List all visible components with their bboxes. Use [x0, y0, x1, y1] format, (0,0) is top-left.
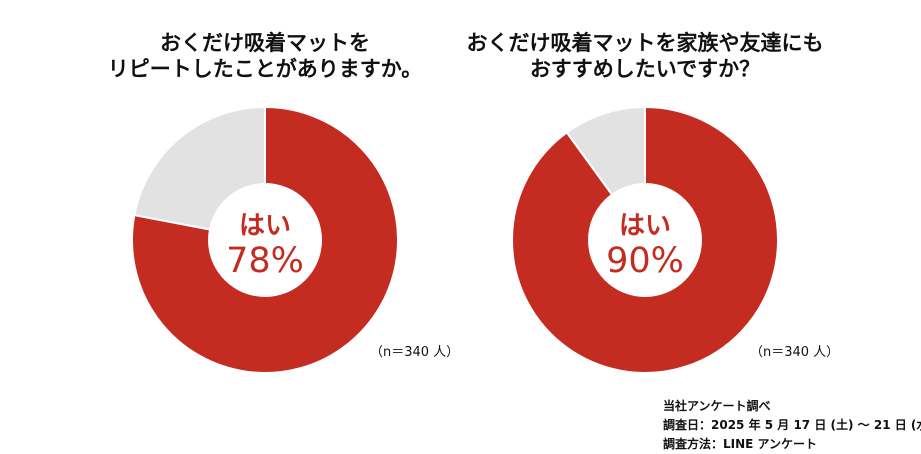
chart-title-line-2: おすすめしたいですか？	[529, 57, 761, 81]
source-line-2: 調査日：2025 年 5 月 17 日 (土) 〜 21 日 (水)	[663, 418, 921, 432]
donut-hole	[588, 183, 702, 297]
center-value: 78%	[226, 241, 304, 281]
sample-size-label: （n＝340 人）	[750, 345, 840, 360]
chart-title: おくだけ吸着マットを リピートしたことがありますか。	[60, 30, 470, 82]
chart-title: おくだけ吸着マットを家族や友達にも おすすめしたいですか？	[440, 30, 850, 82]
chart-title-line-1: おくだけ吸着マットを家族や友達にも	[466, 31, 824, 55]
center-value: 90%	[606, 241, 684, 281]
source-line-3: 調査方法：LINE アンケート	[663, 437, 818, 451]
center-label: はい	[619, 211, 671, 241]
chart-recommend: おくだけ吸着マットを家族や友達にも おすすめしたいですか？ はい 90% （n＝3…	[440, 0, 860, 380]
sample-size-label: （n＝340 人）	[370, 345, 460, 360]
survey-source-note: 当社アンケート調べ 調査日：2025 年 5 月 17 日 (土) 〜 21 日…	[663, 397, 921, 454]
donut-hole	[208, 183, 322, 297]
source-line-1: 当社アンケート調べ	[663, 399, 771, 413]
chart-title-line-1: おくだけ吸着マットを	[160, 31, 370, 55]
chart-title-line-2: リピートしたことがありますか。	[107, 57, 423, 81]
chart-repeat-purchase: おくだけ吸着マットを リピートしたことがありますか。 はい 78% （n＝340 …	[60, 0, 480, 380]
center-label: はい	[239, 211, 291, 241]
